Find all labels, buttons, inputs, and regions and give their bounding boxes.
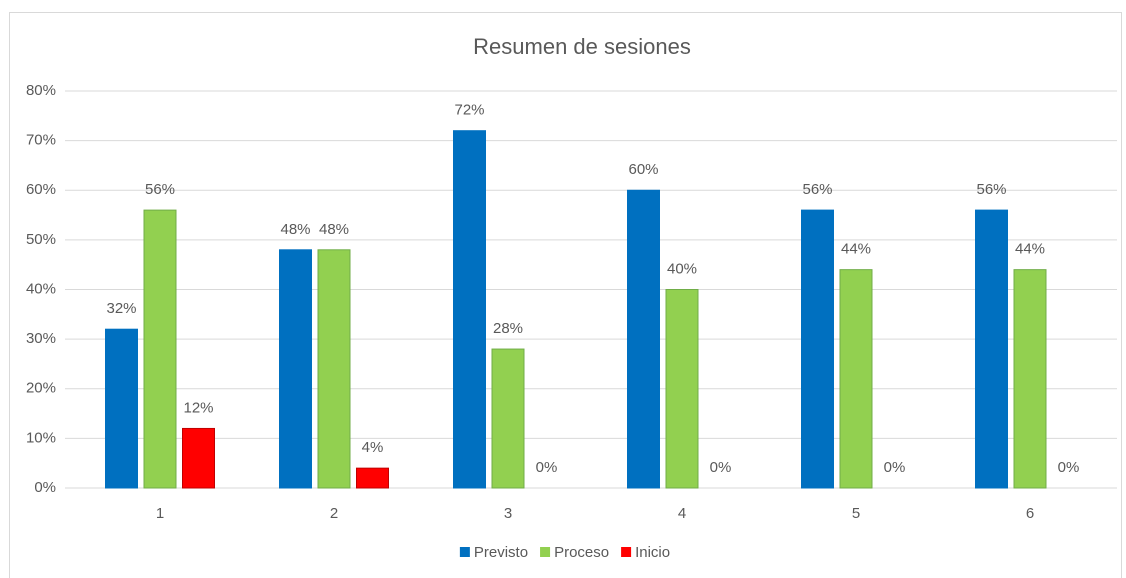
bar <box>356 467 389 489</box>
data-label: 0% <box>710 459 732 476</box>
y-tick-label: 40% <box>26 280 56 297</box>
data-label: 40% <box>667 260 697 277</box>
data-label: 48% <box>319 221 349 238</box>
data-label: 0% <box>536 459 558 476</box>
legend-label: Inicio <box>635 544 670 561</box>
x-tick-label: 3 <box>504 505 512 522</box>
bar <box>182 427 215 489</box>
bar <box>143 209 177 489</box>
bar <box>453 130 486 489</box>
y-tick-label: 30% <box>26 330 56 347</box>
data-label: 44% <box>1015 241 1045 258</box>
data-label: 60% <box>628 161 658 178</box>
bar <box>1013 269 1047 489</box>
data-label: 44% <box>841 241 871 258</box>
bar <box>839 269 873 489</box>
y-tick-label: 80% <box>26 82 56 99</box>
y-tick-label: 0% <box>34 479 56 496</box>
bar <box>491 348 525 489</box>
x-tick-label: 4 <box>678 505 686 522</box>
y-tick-label: 20% <box>26 380 56 397</box>
bar <box>279 249 312 489</box>
x-tick-label: 1 <box>156 505 164 522</box>
data-label: 0% <box>1058 459 1080 476</box>
y-tick-label: 10% <box>26 429 56 446</box>
chart-title: Resumen de sesiones <box>473 34 691 59</box>
bar <box>665 289 699 489</box>
legend-swatch <box>621 547 632 557</box>
data-label: 0% <box>884 459 906 476</box>
x-tick-label: 2 <box>330 505 338 522</box>
data-label: 48% <box>280 221 310 238</box>
y-tick-label: 60% <box>26 181 56 198</box>
legend-swatch <box>459 547 470 557</box>
y-tick-label: 50% <box>26 231 56 248</box>
bar <box>317 249 351 489</box>
legend-label: Previsto <box>474 544 528 561</box>
bar <box>975 209 1008 489</box>
data-label: 4% <box>362 439 384 456</box>
legend-label: Proceso <box>554 544 609 561</box>
x-tick-label: 5 <box>852 505 860 522</box>
bar <box>627 189 660 489</box>
data-label: 12% <box>183 399 213 416</box>
data-label: 32% <box>106 300 136 317</box>
bar <box>105 328 138 489</box>
x-tick-label: 6 <box>1026 505 1034 522</box>
data-label: 56% <box>802 181 832 198</box>
legend-swatch <box>540 547 551 557</box>
data-label: 28% <box>493 320 523 337</box>
data-label: 72% <box>454 102 484 119</box>
data-label: 56% <box>976 181 1006 198</box>
data-label: 56% <box>145 181 175 198</box>
y-tick-label: 70% <box>26 132 56 149</box>
bar <box>801 209 834 489</box>
